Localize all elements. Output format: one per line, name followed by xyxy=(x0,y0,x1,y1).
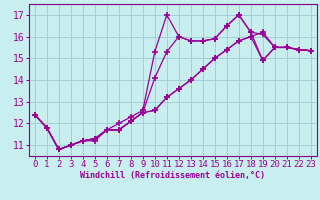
X-axis label: Windchill (Refroidissement éolien,°C): Windchill (Refroidissement éolien,°C) xyxy=(80,171,265,180)
